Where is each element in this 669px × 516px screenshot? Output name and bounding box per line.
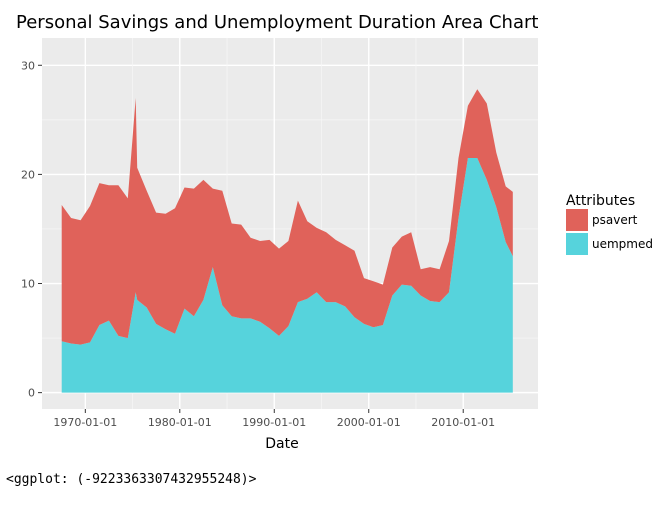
x-tick-label: 1980-01-01 (148, 416, 212, 429)
legend-label-psavert: psavert (592, 213, 638, 227)
x-tick-label: 2000-01-01 (337, 416, 401, 429)
area-uempmed (61, 158, 513, 393)
legend-title: Attributes (566, 193, 635, 209)
area-psavert (61, 89, 513, 345)
legend-label-uempmed: uempmed (592, 237, 653, 251)
legend-key-uempmed (566, 233, 588, 255)
x-tick-label: 2010-01-01 (431, 416, 495, 429)
y-tick-label: 30 (21, 59, 35, 72)
y-tick-label: 20 (21, 168, 35, 181)
y-tick-label: 10 (21, 278, 35, 291)
ggplot-caption: <ggplot: (-9223363307432955248)> (6, 472, 257, 487)
y-tick-label: 0 (28, 387, 35, 400)
axes: 0 10 20 30 1970-01-01 1980-01-01 1990-01-01 200… (21, 59, 495, 429)
legend: Attributes psavert uempmed (566, 193, 653, 255)
legend-key-psavert (566, 209, 588, 231)
area-series (61, 89, 513, 393)
chart-title: Personal Savings and Unemployment Durati… (16, 12, 538, 33)
x-tick-label: 1970-01-01 (53, 416, 117, 429)
x-axis-title: Date (265, 436, 298, 452)
x-tick-label: 1990-01-01 (242, 416, 306, 429)
